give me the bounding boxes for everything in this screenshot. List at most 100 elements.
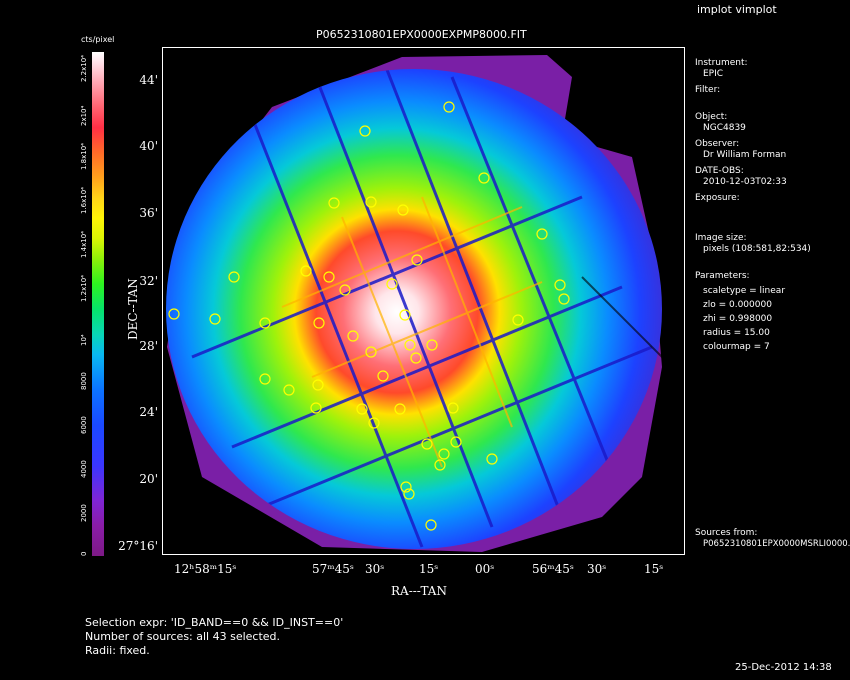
source-circle: [394, 403, 406, 415]
source-circle: [400, 481, 412, 493]
date-label: DATE-OBS:: [695, 166, 744, 176]
exposure-label: Exposure:: [695, 193, 740, 203]
x-tick-label: 15ˢ: [644, 562, 664, 576]
parameters-label: Parameters:: [695, 271, 750, 281]
colorbar-tick-label: 2.2x10⁴: [80, 55, 88, 82]
sources-file: P0652310801EPX0000MSRLI0000.F: [703, 539, 850, 549]
source-circle: [426, 339, 438, 351]
source-circle: [323, 271, 335, 283]
y-tick-label: 24': [139, 405, 158, 419]
image-filename: P0652310801EPX0000EXPMP8000.FIT: [316, 28, 527, 41]
source-circle: [399, 309, 411, 321]
xray-image: [166, 55, 683, 552]
source-circle: [228, 271, 240, 283]
source-circle: [425, 519, 437, 531]
source-circle: [168, 308, 180, 320]
x-tick-label: 30ˢ: [587, 562, 607, 576]
source-circle: [478, 172, 490, 184]
param-zlo: zlo = 0.000000: [703, 300, 772, 310]
plot-frame: [162, 47, 685, 555]
instrument-label: Instrument:: [695, 58, 748, 68]
observer-value: Dr William Forman: [703, 150, 787, 160]
source-markers: [168, 101, 570, 531]
source-circle: [339, 284, 351, 296]
colorbar-tick-label: 1.2x10⁴: [80, 275, 88, 302]
source-circle: [397, 204, 409, 216]
source-circle: [259, 373, 271, 385]
source-circle: [312, 379, 324, 391]
instrument-value: EPIC: [703, 69, 724, 79]
y-tick-label: 20': [139, 472, 158, 486]
x-tick-label: 57ᵐ45ˢ: [312, 562, 354, 576]
image-size-label: Image size:: [695, 233, 747, 243]
source-circle: [365, 346, 377, 358]
param-scaletype: scaletype = linear: [703, 286, 786, 296]
source-circle: [283, 384, 295, 396]
param-colourmap: colourmap = 7: [703, 342, 770, 352]
source-circle: [300, 265, 312, 277]
colorbar-tick-label: 2000: [80, 504, 88, 522]
x-tick-label: 15ˢ: [419, 562, 439, 576]
object-label: Object:: [695, 112, 728, 122]
source-circle: [450, 436, 462, 448]
filter-label: Filter:: [695, 85, 721, 95]
y-tick-label: 44': [139, 73, 158, 87]
colorbar-tick-label: 1.4x10⁴: [80, 231, 88, 258]
colorbar-tick-label: 10⁴: [80, 334, 88, 346]
source-circle: [403, 488, 415, 500]
source-circle: [386, 278, 398, 290]
x-axis-label: RA---TAN: [391, 584, 447, 598]
source-circle: [486, 453, 498, 465]
sources-label: Sources from:: [695, 528, 758, 538]
x-tick-label: 00ˢ: [475, 562, 495, 576]
colorbar-tick-label: 2x10⁴: [80, 105, 88, 126]
y-tick-label: 36': [139, 206, 158, 220]
observer-label: Observer:: [695, 139, 740, 149]
source-circle: [512, 314, 524, 326]
source-circle: [443, 101, 455, 113]
colorbar-tick-label: 1.6x10⁴: [80, 187, 88, 214]
source-circle: [259, 317, 271, 329]
source-circle: [558, 293, 570, 305]
colorbar-tick-label: 4000: [80, 460, 88, 478]
source-circle: [411, 254, 423, 266]
object-value: NGC4839: [703, 123, 746, 133]
source-circle: [438, 448, 450, 460]
source-circle: [313, 317, 325, 329]
x-tick-label: 56ᵐ45ˢ: [532, 562, 574, 576]
y-tick-label: 32': [139, 274, 158, 288]
y-tick-label: 27°16': [118, 539, 158, 553]
source-circle: [310, 402, 322, 414]
colorbar-tick-label: 0: [80, 551, 88, 556]
radii-mode: Radii: fixed.: [85, 644, 150, 657]
source-circle: [404, 339, 416, 351]
source-count: Number of sources: all 43 selected.: [85, 630, 281, 643]
y-tick-label: 28': [139, 339, 158, 353]
colorbar-unit: cts/pixel: [81, 35, 115, 44]
y-tick-label: 40': [139, 139, 158, 153]
colorbar: [92, 52, 104, 556]
source-circle: [359, 125, 371, 137]
source-circle: [356, 403, 368, 415]
colorbar-tick-label: 6000: [80, 416, 88, 434]
source-circle: [434, 459, 446, 471]
x-tick-label: 12ʰ58ᵐ15ˢ: [174, 562, 237, 576]
y-axis-label: DEC--TAN: [126, 278, 140, 340]
param-zhi: zhi = 0.998000: [703, 314, 773, 324]
colorbar-tick-label: 8000: [80, 372, 88, 390]
app-title: implot vimplot: [697, 3, 777, 16]
source-circle: [554, 279, 566, 291]
image-size-value: pixels (108:581,82:534): [703, 244, 811, 254]
source-circle: [368, 417, 380, 429]
source-circle: [447, 402, 459, 414]
source-circle: [347, 330, 359, 342]
source-circle: [209, 313, 221, 325]
source-circle: [410, 352, 422, 364]
date-value: 2010-12-03T02:33: [703, 177, 787, 187]
source-circle: [536, 228, 548, 240]
param-radius: radius = 15.00: [703, 328, 770, 338]
source-circle: [421, 438, 433, 450]
source-circle: [377, 370, 389, 382]
source-circle: [365, 196, 377, 208]
colorbar-tick-label: 1.8x10⁴: [80, 143, 88, 170]
